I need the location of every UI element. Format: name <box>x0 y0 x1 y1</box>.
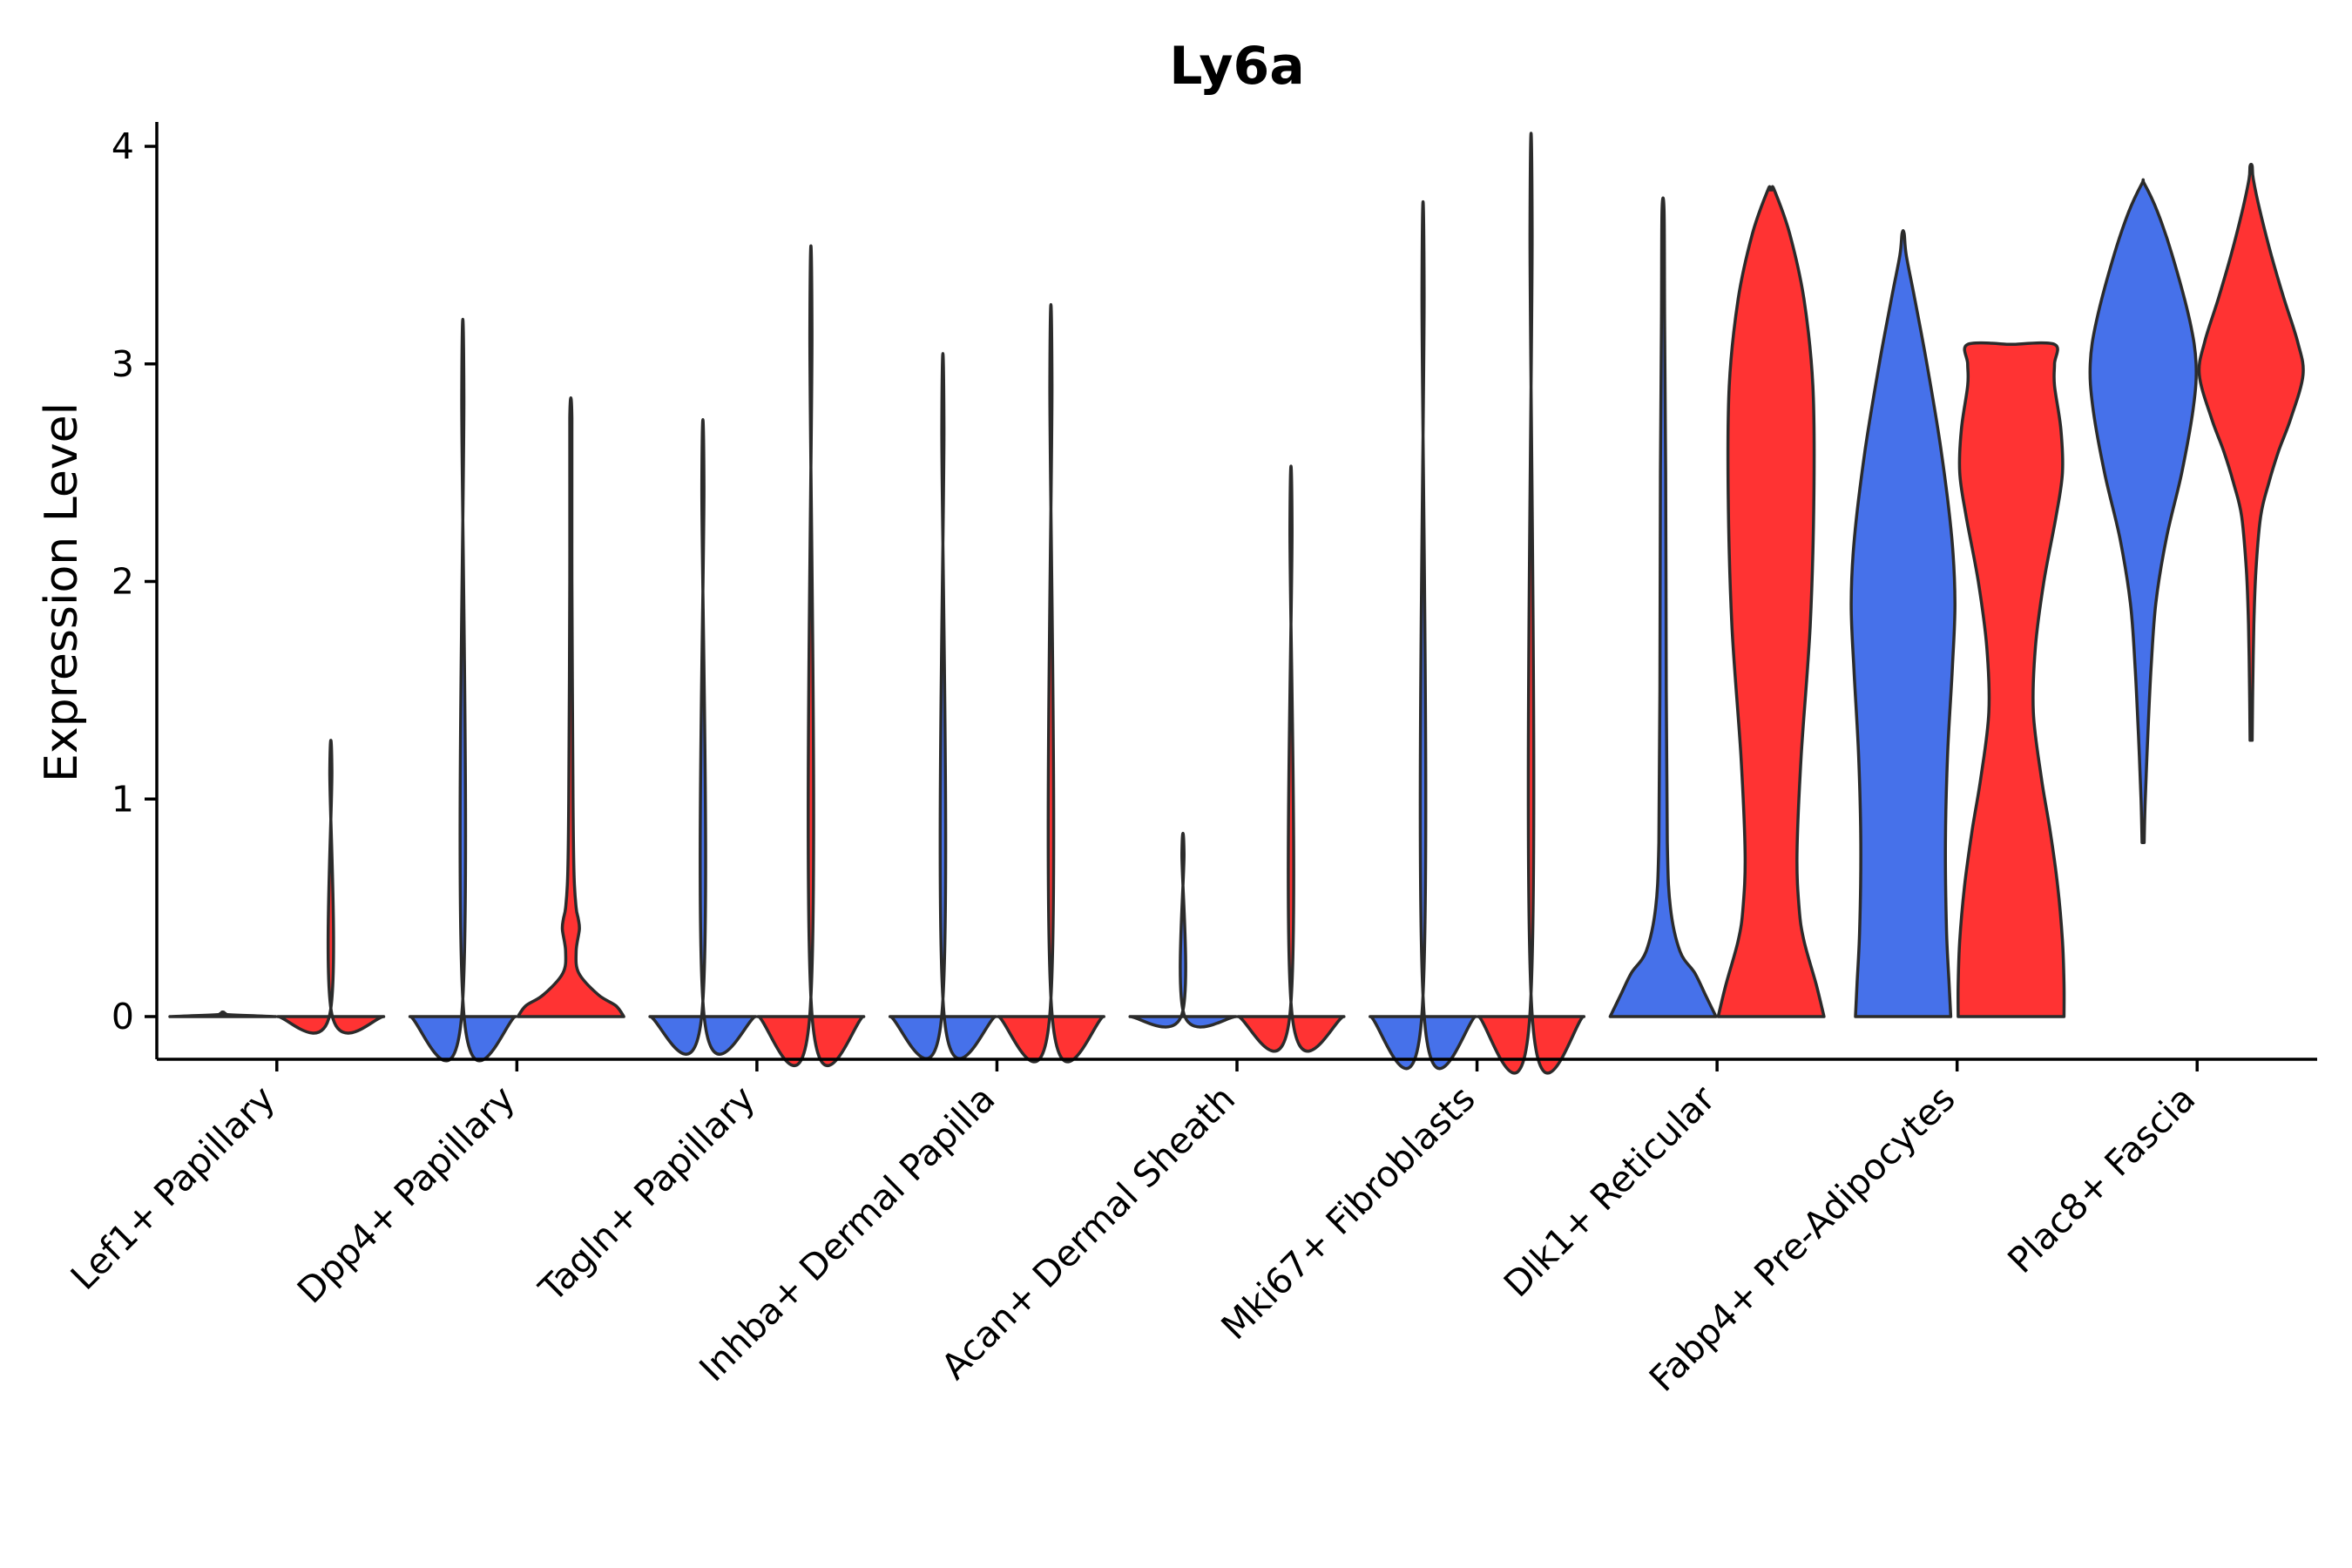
violin-group1-lef1-papillary <box>168 1010 278 1018</box>
x-tick-label: Dlk1+ Reticular <box>1496 1078 1723 1305</box>
violin-group1-plac8-fascia <box>2088 178 2198 844</box>
y-tick-label: 0 <box>112 996 134 1037</box>
y-axis-title: Expression Level <box>36 402 88 782</box>
violin-group2-mki67-fibroblasts <box>1477 132 1586 1075</box>
y-tick-label: 1 <box>112 778 134 820</box>
violin-group1-dlk1-reticular <box>1608 196 1718 1018</box>
x-tick-label: Dpp4+ Papillary <box>289 1078 523 1311</box>
violin-group2-fabp4-pre-adipocytes <box>1957 341 2066 1018</box>
violin-group2-tagln-papillary <box>756 244 866 1067</box>
violin-group2-plac8-fascia <box>2197 162 2305 742</box>
y-axis: 0 1 2 3 4 <box>112 122 159 1059</box>
x-tick-label: Lef1+ Papillary <box>63 1078 283 1298</box>
x-tick-label: Tagln+ Papillary <box>531 1078 763 1310</box>
violin-group1-tagln-papillary <box>648 418 758 1056</box>
violin-group1-fabp4-pre-adipocytes <box>1849 229 1957 1018</box>
x-axis: Lef1+ Papillary Dpp4+ Papillary Tagln+ Pap… <box>63 1058 2317 1400</box>
violin-group1-dpp4-papillary <box>408 317 517 1063</box>
violin-group2-lef1-papillary <box>276 739 386 1035</box>
violin-group2-inhba-dermal-papilla <box>996 302 1105 1064</box>
x-tick-label: Plac8+ Fascia <box>2000 1078 2204 1281</box>
violin-group1-mki67-fibroblasts <box>1369 200 1478 1071</box>
violins-layer <box>168 132 2305 1075</box>
violin-group1-inhba-dermal-papilla <box>888 352 997 1060</box>
violin-group2-acan-dermal-sheath <box>1236 464 1346 1053</box>
violin-group2-dpp4-papillary <box>516 396 625 1018</box>
violin-group2-dlk1-reticular <box>1716 185 1826 1018</box>
x-tick-label: Mki67+ Fibroblasts <box>1213 1078 1484 1348</box>
y-tick-label: 2 <box>112 561 134 603</box>
y-tick-label: 4 <box>112 125 134 167</box>
y-tick-label: 3 <box>112 343 134 385</box>
chart-title: Ly6a <box>1169 36 1305 97</box>
violin-group1-acan-dermal-sheath <box>1128 831 1238 1029</box>
